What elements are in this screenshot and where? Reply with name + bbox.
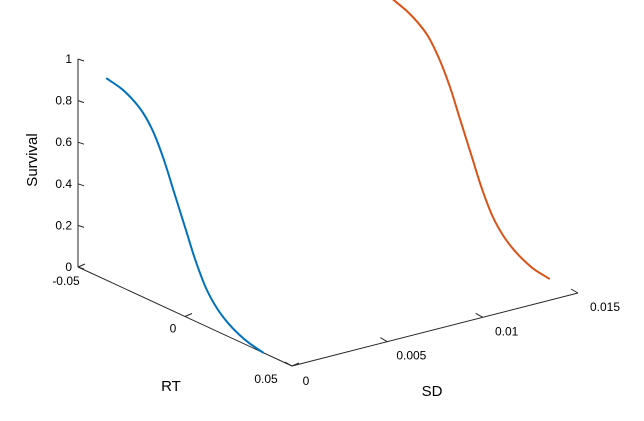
y-tick-label: 0 <box>303 374 310 388</box>
z-tick <box>77 141 85 145</box>
x-tick-label: 0 <box>170 322 177 336</box>
series-line-2 <box>392 0 551 280</box>
z-tick-label: 1 <box>65 52 72 66</box>
z-tick <box>77 266 85 270</box>
z-tick-label: 0.8 <box>55 94 72 108</box>
z-tick-label: 0.2 <box>55 218 72 232</box>
y-tick-label: 0.01 <box>495 324 519 338</box>
z-tick <box>77 224 85 228</box>
z-tick <box>77 183 85 187</box>
y-tick <box>475 312 483 318</box>
x-tick <box>77 263 86 268</box>
y-axis-label: SD <box>422 383 443 400</box>
x-tick-label: 0.05 <box>254 372 278 386</box>
x-axis-label: RT <box>161 378 181 395</box>
z-tick-label: 0.6 <box>55 135 72 149</box>
z-axis-label: Survival <box>24 133 41 186</box>
y-tick-label: 0.015 <box>590 300 620 314</box>
y-axis-line <box>291 292 579 367</box>
y-tick <box>380 337 388 343</box>
series-line-1 <box>105 77 265 354</box>
x-tick <box>184 313 193 317</box>
z-tick <box>77 58 85 62</box>
z-tick <box>77 100 85 104</box>
z-tick-label: 0 <box>65 260 72 274</box>
y-tick <box>284 361 293 367</box>
x-tick-label: -0.05 <box>52 274 80 288</box>
y-tick-label: 0.005 <box>396 349 426 363</box>
z-tick-label: 0.4 <box>55 177 72 191</box>
x-tick <box>291 362 300 367</box>
y-tick <box>570 288 579 294</box>
series-layer <box>105 0 551 354</box>
